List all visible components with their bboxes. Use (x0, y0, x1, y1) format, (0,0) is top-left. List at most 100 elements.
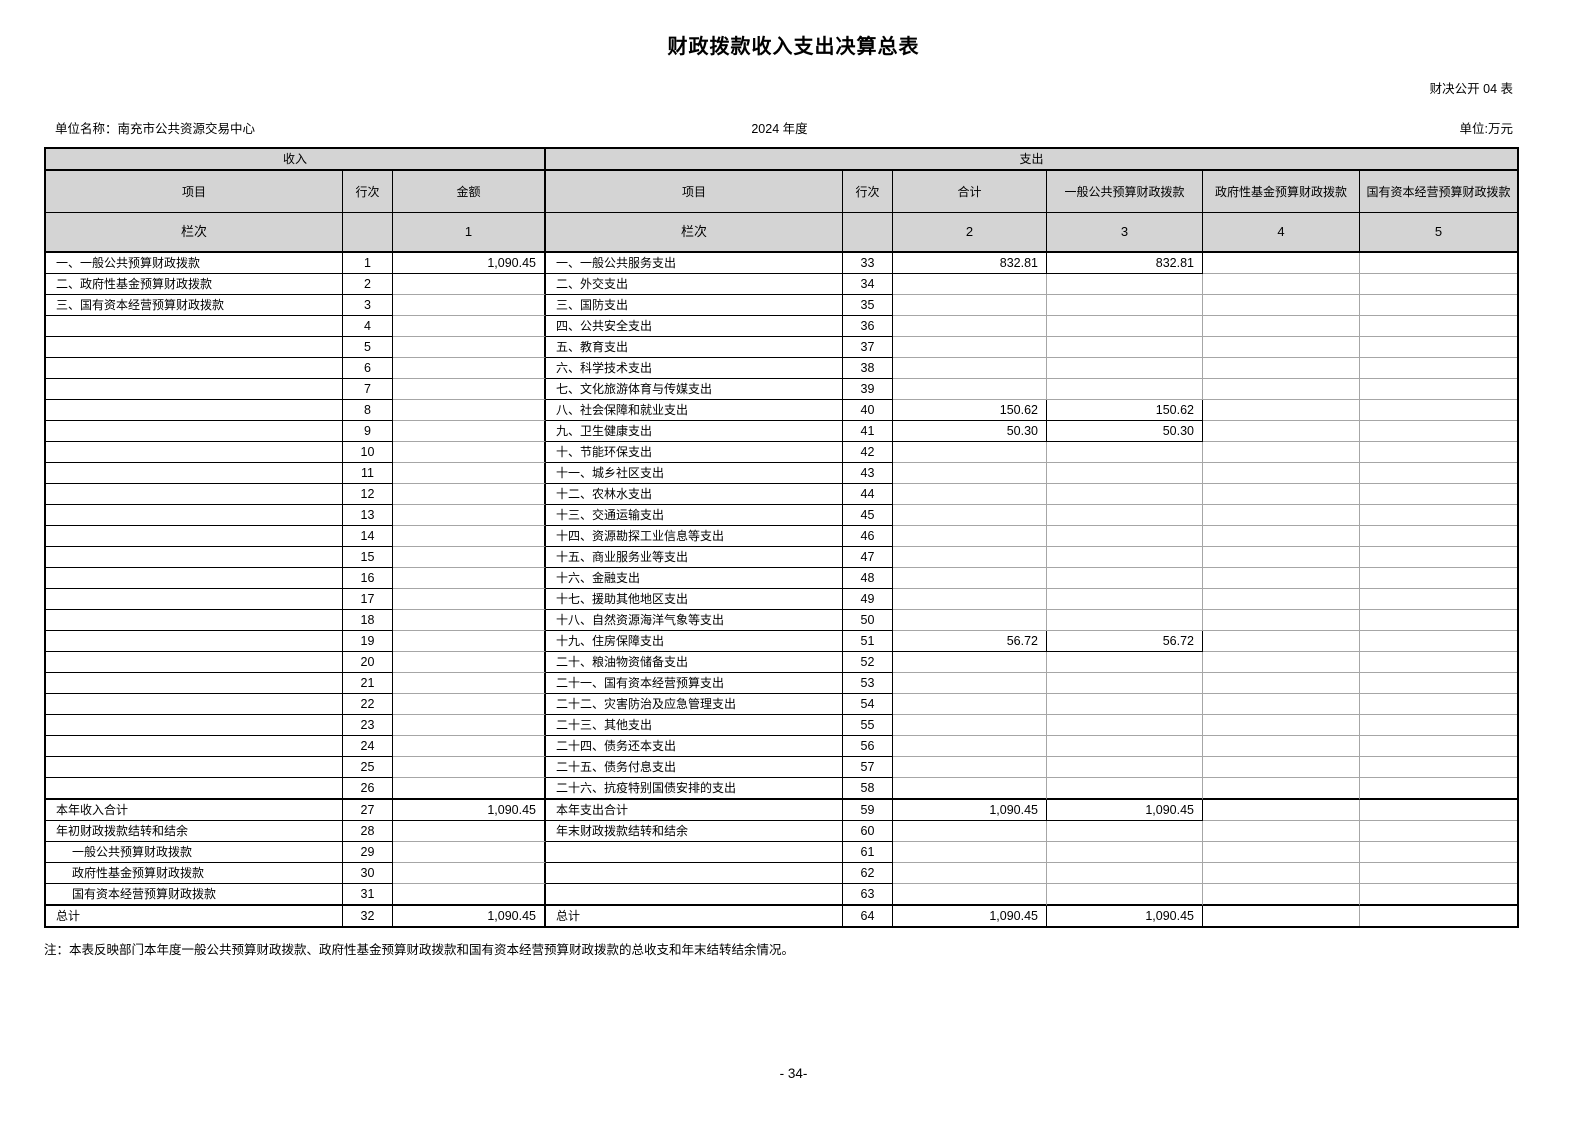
expense-capital-cell (1360, 863, 1518, 884)
expense-capital-cell (1360, 715, 1518, 736)
expense-line-cell: 49 (843, 589, 893, 610)
income-amount-cell (393, 316, 546, 337)
expense-item-cell: 二十二、灾害防治及应急管理支出 (546, 694, 843, 715)
unit-of-measure: 单位:万元 (1459, 122, 1513, 136)
expense-total-cell (893, 652, 1047, 673)
expense-fund-cell (1203, 821, 1360, 842)
expense-capital-cell (1360, 610, 1518, 631)
expense-fund-cell (1203, 863, 1360, 884)
expense-item-cell: 十一、城乡社区支出 (546, 463, 843, 484)
expense-line-cell: 40 (843, 400, 893, 421)
expense-capital-cell (1360, 526, 1518, 547)
expense-capital-cell (1360, 842, 1518, 863)
section-header-row: 收入 支出 (46, 149, 1518, 171)
income-line-cell: 23 (343, 715, 393, 736)
expense-capital-header: 国有资本经营预算财政拨款 (1360, 171, 1518, 213)
expense-fund-cell (1203, 652, 1360, 673)
expense-fund-cell (1203, 631, 1360, 652)
expense-total-cell (893, 863, 1047, 884)
income-line-cell: 12 (343, 484, 393, 505)
income-line-cell: 7 (343, 379, 393, 400)
expense-fund-cell (1203, 463, 1360, 484)
income-line-cell: 28 (343, 821, 393, 842)
income-line-cell: 21 (343, 673, 393, 694)
table-row: 三、国有资本经营预算财政拨款 3 三、国防支出 35 (46, 295, 1518, 316)
expense-general-cell (1047, 526, 1203, 547)
expense-line-index (843, 213, 893, 253)
expense-item-cell: 八、社会保障和就业支出 (546, 400, 843, 421)
expense-fund-cell (1203, 842, 1360, 863)
expense-total-header: 合计 (893, 171, 1047, 213)
expense-general-cell (1047, 610, 1203, 631)
expense-capital-cell (1360, 337, 1518, 358)
income-line-cell: 4 (343, 316, 393, 337)
table-row: 13 十三、交通运输支出 45 (46, 505, 1518, 526)
income-line-cell: 1 (343, 253, 393, 274)
expense-item-cell: 二十四、债务还本支出 (546, 736, 843, 757)
expense-item-cell: 三、国防支出 (546, 295, 843, 316)
expense-line-cell: 36 (843, 316, 893, 337)
expense-line-cell: 46 (843, 526, 893, 547)
table-row: 21 二十一、国有资本经营预算支出 53 (46, 673, 1518, 694)
income-amount-cell (393, 274, 546, 295)
expense-line-cell: 64 (843, 906, 893, 926)
expense-line-cell: 62 (843, 863, 893, 884)
table-row: 16 十六、金融支出 48 (46, 568, 1518, 589)
expense-item-cell: 十五、商业服务业等支出 (546, 547, 843, 568)
table-row: 9 九、卫生健康支出 41 50.30 50.30 (46, 421, 1518, 442)
column-header-row: 项目 行次 金额 项目 行次 合计 一般公共预算财政拨款 政府性基金预算财政拨款… (46, 171, 1518, 213)
expense-total-cell (893, 589, 1047, 610)
income-amount-cell (393, 358, 546, 379)
income-amount-cell: 1,090.45 (393, 800, 546, 821)
expense-capital-cell (1360, 463, 1518, 484)
expense-general-cell (1047, 568, 1203, 589)
expense-fund-cell (1203, 673, 1360, 694)
expense-total-cell (893, 736, 1047, 757)
income-line-cell: 14 (343, 526, 393, 547)
income-line-cell: 19 (343, 631, 393, 652)
income-amount-cell (393, 547, 546, 568)
expense-capital-cell (1360, 358, 1518, 379)
income-item-cell (46, 526, 343, 547)
expense-total-cell: 150.62 (893, 400, 1047, 421)
expense-capital-cell (1360, 316, 1518, 337)
income-item-cell (46, 484, 343, 505)
table-row: 一般公共预算财政拨款 29 61 (46, 842, 1518, 863)
expense-item-cell: 二十六、抗疫特别国债安排的支出 (546, 778, 843, 800)
expense-general-cell (1047, 379, 1203, 400)
income-item-cell (46, 463, 343, 484)
expense-item-cell: 二十一、国有资本经营预算支出 (546, 673, 843, 694)
expense-item-cell: 六、科学技术支出 (546, 358, 843, 379)
expense-general-cell (1047, 757, 1203, 778)
expense-line-cell: 38 (843, 358, 893, 379)
expense-item-cell: 二十、粮油物资储备支出 (546, 652, 843, 673)
income-amount-cell (393, 863, 546, 884)
expense-fund-cell (1203, 800, 1360, 821)
income-line-cell: 26 (343, 778, 393, 800)
expense-capital-cell (1360, 505, 1518, 526)
income-line-cell: 8 (343, 400, 393, 421)
expense-item-cell (546, 884, 843, 906)
expense-fund-cell (1203, 526, 1360, 547)
expense-total-cell (893, 715, 1047, 736)
table-row: 20 二十、粮油物资储备支出 52 (46, 652, 1518, 673)
expense-item-cell: 十八、自然资源海洋气象等支出 (546, 610, 843, 631)
expense-general-cell: 150.62 (1047, 400, 1203, 421)
expense-capital-cell (1360, 736, 1518, 757)
income-line-cell: 17 (343, 589, 393, 610)
expense-total-cell (893, 337, 1047, 358)
expense-fund-cell (1203, 736, 1360, 757)
expense-general-cell (1047, 863, 1203, 884)
expense-general-cell (1047, 442, 1203, 463)
expense-fund-cell (1203, 253, 1360, 274)
expense-total-cell (893, 842, 1047, 863)
income-amount-index: 1 (393, 213, 546, 253)
table-row: 25 二十五、债务付息支出 57 (46, 757, 1518, 778)
table-row: 12 十二、农林水支出 44 (46, 484, 1518, 505)
table-row: 10 十、节能环保支出 42 (46, 442, 1518, 463)
expense-total-cell (893, 568, 1047, 589)
expense-line-cell: 41 (843, 421, 893, 442)
income-amount-cell (393, 778, 546, 800)
income-amount-cell (393, 884, 546, 906)
expense-line-cell: 52 (843, 652, 893, 673)
